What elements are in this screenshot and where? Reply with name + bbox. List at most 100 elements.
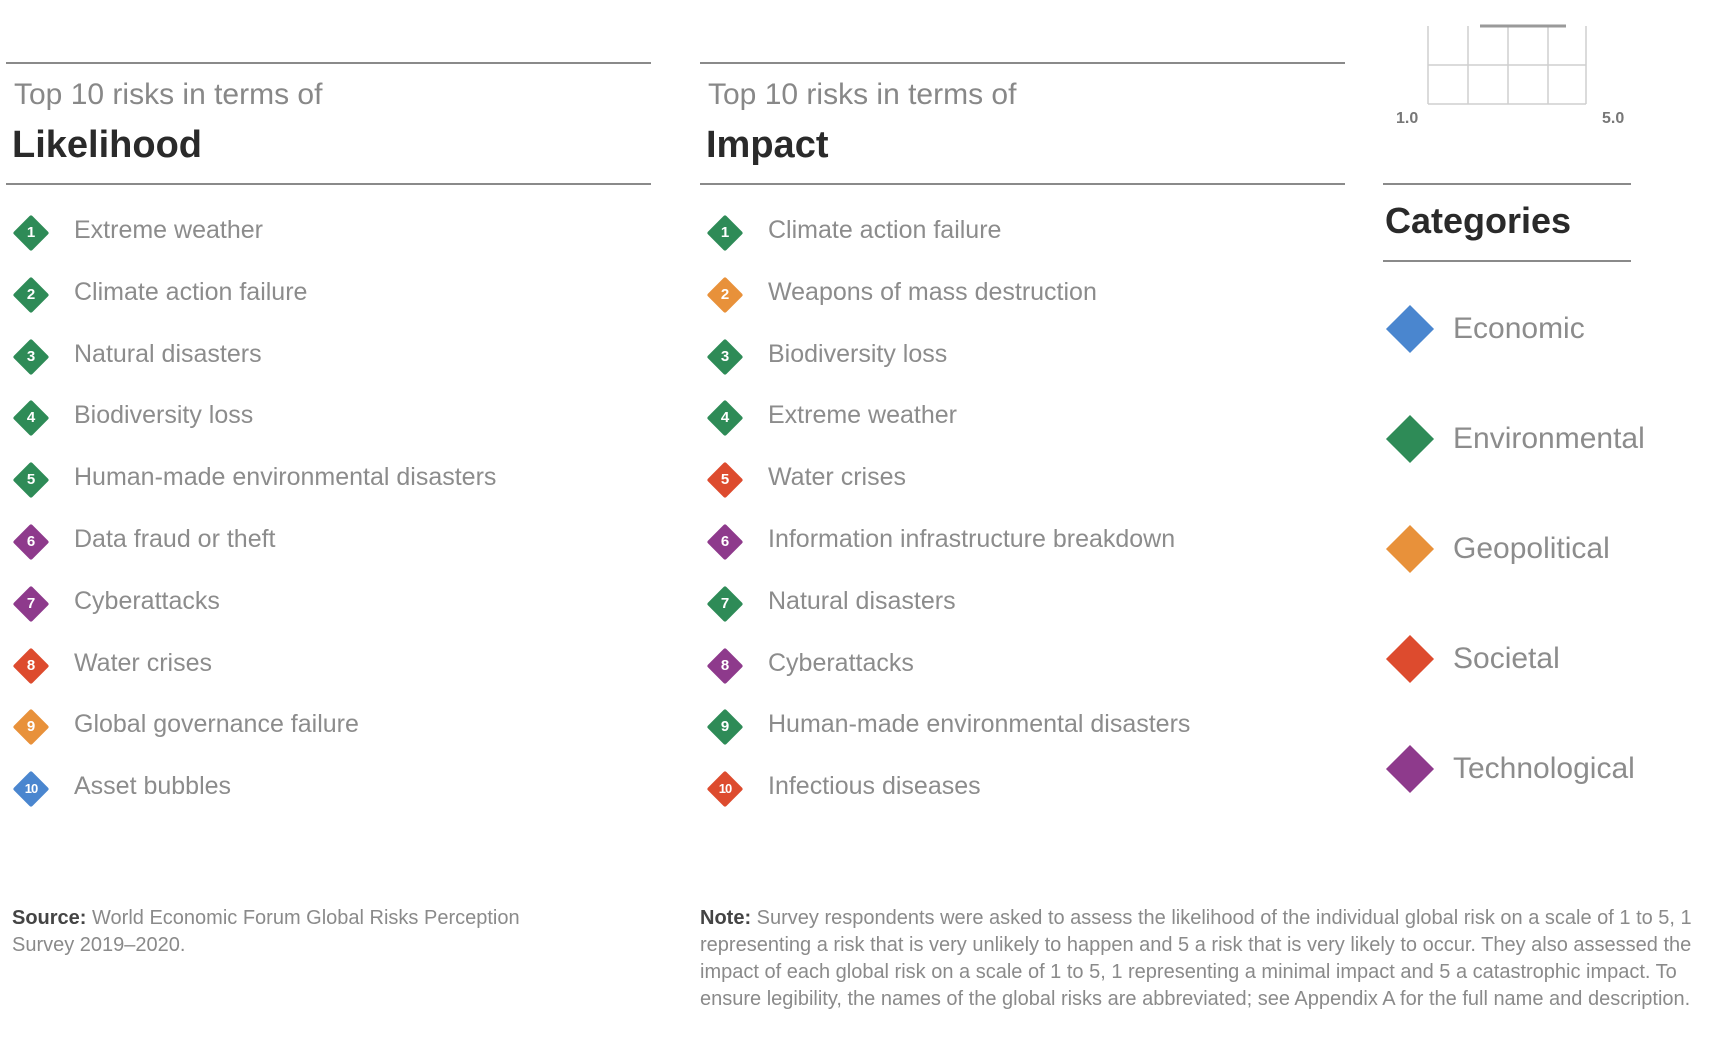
source-note: Source: World Economic Forum Global Risk…	[12, 905, 572, 959]
risk-list-item: 10 Asset bubbles	[6, 766, 646, 810]
risk-label: Extreme weather	[74, 216, 263, 244]
rank-number: 6	[720, 533, 730, 550]
risk-list-item: 2 Weapons of mass destruction	[700, 272, 1340, 316]
rank-number: 7	[26, 594, 36, 612]
rank-diamond-icon: 3	[706, 338, 744, 376]
risk-label: Infectious diseases	[768, 772, 981, 801]
legend-label: Societal	[1453, 642, 1560, 675]
risk-label: Natural disasters	[74, 339, 262, 368]
rank-number: 8	[26, 656, 36, 674]
risk-list-item: 3 Biodiversity loss	[700, 334, 1340, 378]
technological-diamond-icon	[1385, 744, 1435, 794]
legend-item-societal: Societal	[1383, 630, 1643, 690]
risk-label: Weapons of mass destruction	[768, 277, 1097, 306]
impact-subtitle: Top 10 risks in terms of	[708, 78, 1017, 111]
likelihood-subtitle: Top 10 risks in terms of	[14, 78, 323, 111]
risk-list-item: 4 Extreme weather	[700, 395, 1340, 439]
risk-label: Biodiversity loss	[74, 401, 254, 430]
economic-diamond-icon	[1385, 304, 1435, 354]
rank-diamond-icon: 1	[706, 214, 744, 252]
impact-title: Impact	[706, 124, 829, 166]
rank-number: 8	[720, 656, 730, 674]
risk-list-item: 1 Climate action failure	[700, 210, 1340, 254]
rank-diamond-icon: 6	[706, 523, 744, 561]
environmental-diamond-icon	[1385, 414, 1435, 464]
risk-list-item: 8 Water crises	[6, 643, 646, 687]
source-text: World Economic Forum Global Risks Percep…	[12, 907, 520, 956]
risk-label: Biodiversity loss	[768, 339, 948, 368]
legend-label: Geopolitical	[1453, 532, 1610, 565]
rank-number: 2	[26, 285, 36, 303]
risk-label: Cyberattacks	[768, 648, 914, 677]
risk-label: Human-made environmental disasters	[768, 710, 1191, 739]
note-label: Note:	[700, 907, 752, 929]
risk-label: Asset bubbles	[74, 772, 232, 801]
survey-note: Note: Survey respondents were asked to a…	[700, 905, 1720, 1013]
rank-diamond-icon: 4	[12, 399, 50, 437]
legend-item-environmental: Environmental	[1383, 410, 1645, 470]
risk-list-item: 4 Biodiversity loss	[6, 395, 646, 439]
rank-diamond-icon: 7	[12, 585, 50, 623]
rank-number: 10	[718, 781, 732, 797]
rank-number: 2	[720, 285, 730, 303]
risk-label: Data fraud or theft	[74, 525, 276, 553]
risk-label: Cyberattacks	[74, 586, 220, 615]
risk-list-item: 3 Natural disasters	[6, 334, 646, 378]
geopolitical-diamond-icon	[1385, 524, 1435, 574]
rank-number: 6	[26, 533, 36, 550]
risk-list-item: 9 Global governance failure	[6, 704, 646, 748]
risk-list-item: 5 Human-made environmental disasters	[6, 457, 646, 501]
likelihood-title: Likelihood	[12, 124, 202, 166]
rank-diamond-icon: 7	[706, 585, 744, 623]
legend-label: Environmental	[1453, 422, 1645, 455]
divider	[1383, 260, 1631, 262]
rank-number: 1	[720, 224, 730, 241]
rank-diamond-icon: 8	[706, 647, 744, 685]
divider	[6, 183, 651, 185]
risk-label: Information infrastructure breakdown	[768, 525, 1176, 553]
rank-diamond-icon: 4	[706, 399, 744, 437]
risk-list-item: 5 Water crises	[700, 457, 1340, 501]
risk-label: Climate action failure	[74, 277, 308, 306]
rank-diamond-icon: 10	[706, 770, 744, 808]
legend-item-technological: Technological	[1383, 740, 1643, 800]
legend-label: Economic	[1453, 312, 1585, 345]
rank-diamond-icon: 9	[12, 708, 50, 746]
risk-list-item: 10 Infectious diseases	[700, 766, 1340, 810]
rank-diamond-icon: 1	[12, 214, 50, 252]
rank-number: 7	[720, 594, 730, 612]
divider	[700, 183, 1345, 185]
risk-label: Climate action failure	[768, 216, 1002, 244]
risk-label: Water crises	[768, 463, 906, 492]
rank-number: 9	[26, 718, 36, 736]
rank-diamond-icon: 8	[12, 647, 50, 685]
categories-title: Categories	[1385, 200, 1572, 241]
risk-list-item: 7 Cyberattacks	[6, 581, 646, 625]
risk-list-item: 7 Natural disasters	[700, 581, 1340, 625]
legend-label: Technological	[1453, 752, 1635, 785]
rank-diamond-icon: 5	[706, 461, 744, 499]
rank-diamond-icon: 2	[706, 276, 744, 314]
rank-number: 1	[26, 224, 36, 241]
risk-label: Extreme weather	[768, 401, 957, 430]
rank-diamond-icon: 3	[12, 338, 50, 376]
rank-number: 4	[720, 409, 730, 427]
risk-list-item: 8 Cyberattacks	[700, 643, 1340, 687]
scale-grid-icon	[1427, 24, 1587, 105]
risk-list-item: 1 Extreme weather	[6, 210, 646, 254]
scale-max-label: 5.0	[1602, 110, 1625, 127]
rank-diamond-icon: 6	[12, 523, 50, 561]
source-label: Source:	[12, 907, 87, 929]
rank-number: 3	[26, 347, 36, 365]
scale-min-label: 1.0	[1396, 110, 1419, 127]
risk-list-item: 6 Data fraud or theft	[6, 519, 646, 563]
rank-number: 5	[26, 471, 36, 489]
risk-list-item: 9 Human-made environmental disasters	[700, 704, 1340, 748]
risk-list-item: 2 Climate action failure	[6, 272, 646, 316]
rank-number: 3	[720, 347, 730, 365]
rank-number: 10	[24, 781, 38, 797]
note-text: Survey respondents were asked to assess …	[700, 907, 1692, 1010]
risk-label: Water crises	[74, 648, 212, 677]
legend-item-economic: Economic	[1383, 300, 1643, 360]
divider	[1383, 183, 1631, 185]
